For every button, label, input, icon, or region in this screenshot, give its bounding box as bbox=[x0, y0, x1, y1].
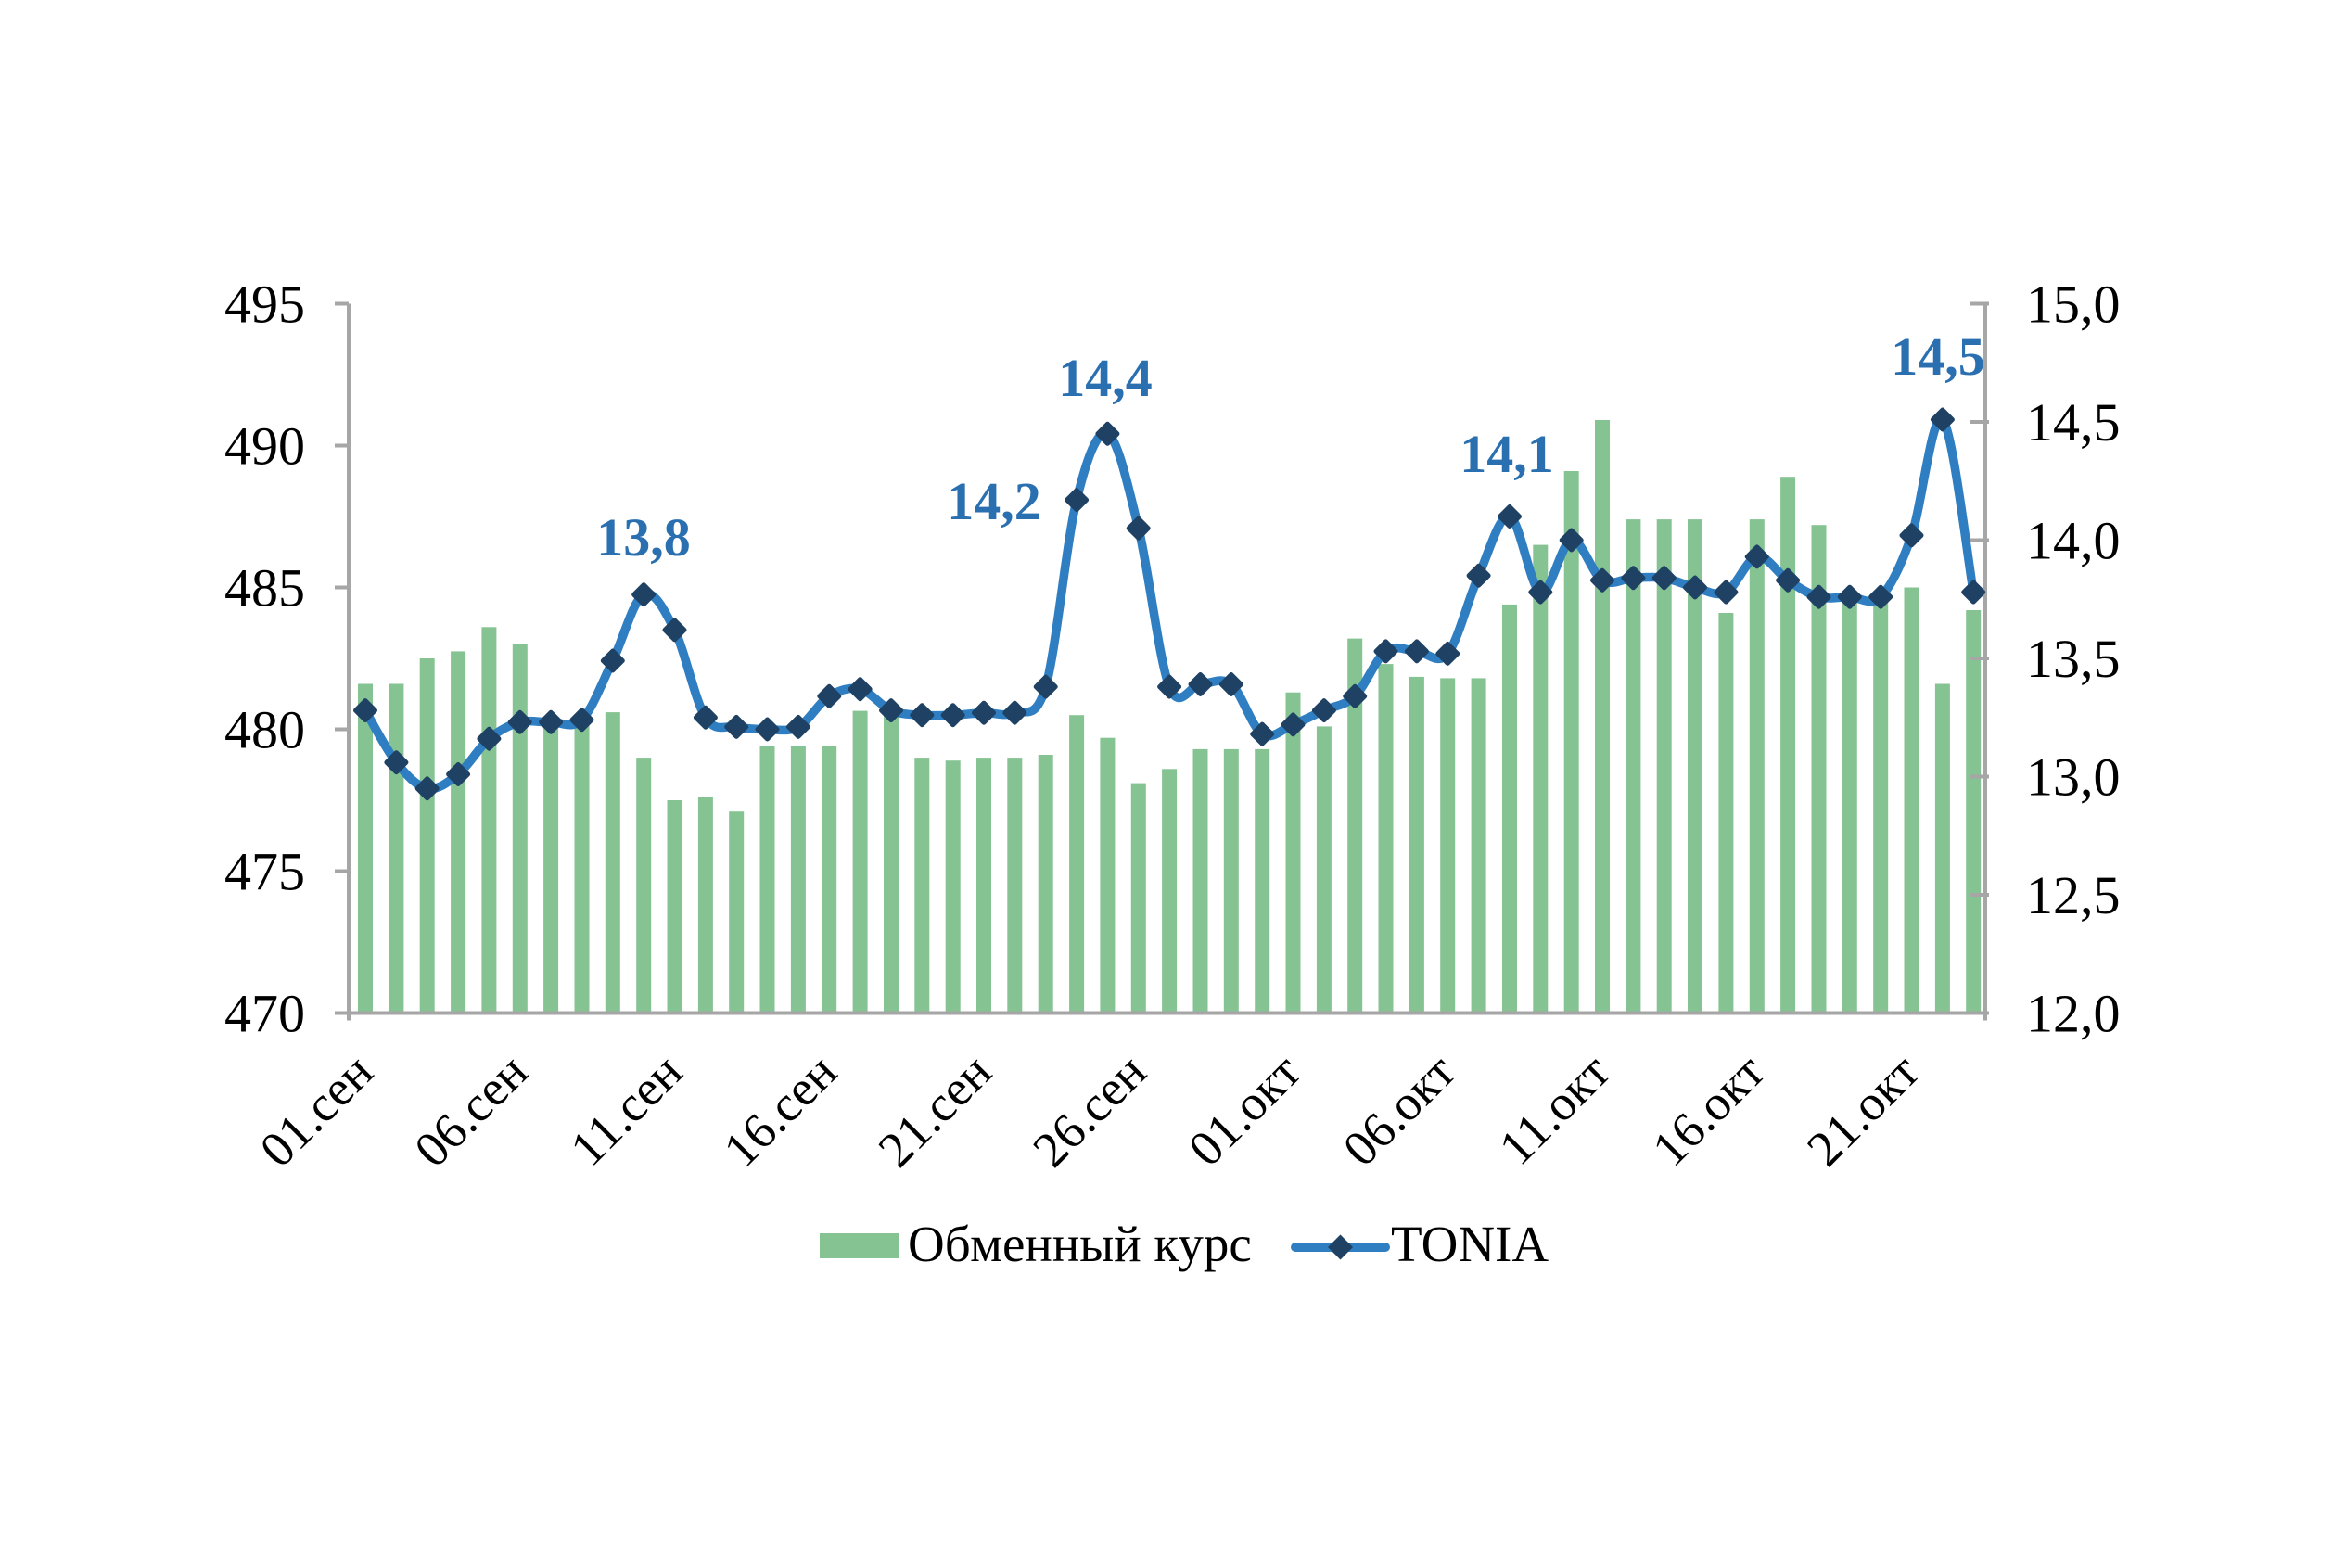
svg-text:495: 495 bbox=[224, 274, 305, 335]
svg-text:14,2: 14,2 bbox=[947, 471, 1041, 531]
svg-text:TONIA: TONIA bbox=[1391, 1216, 1549, 1272]
svg-text:475: 475 bbox=[224, 842, 305, 902]
svg-text:485: 485 bbox=[224, 558, 305, 618]
svg-text:14,0: 14,0 bbox=[2026, 511, 2121, 571]
svg-text:14,4: 14,4 bbox=[1058, 348, 1153, 408]
svg-text:13,0: 13,0 bbox=[2026, 747, 2121, 808]
svg-text:15,0: 15,0 bbox=[2026, 274, 2121, 335]
svg-text:13,5: 13,5 bbox=[2026, 629, 2121, 689]
svg-text:12,5: 12,5 bbox=[2026, 865, 2121, 925]
svg-text:490: 490 bbox=[224, 416, 305, 477]
svg-text:14,5: 14,5 bbox=[1891, 326, 1985, 387]
svg-text:Обменный курс: Обменный курс bbox=[908, 1216, 1252, 1272]
svg-text:12,0: 12,0 bbox=[2026, 984, 2121, 1044]
svg-text:480: 480 bbox=[224, 700, 305, 760]
svg-text:470: 470 bbox=[224, 984, 305, 1044]
svg-text:14,5: 14,5 bbox=[2026, 392, 2121, 453]
svg-text:14,1: 14,1 bbox=[1460, 424, 1554, 484]
svg-text:13,8: 13,8 bbox=[596, 507, 691, 567]
